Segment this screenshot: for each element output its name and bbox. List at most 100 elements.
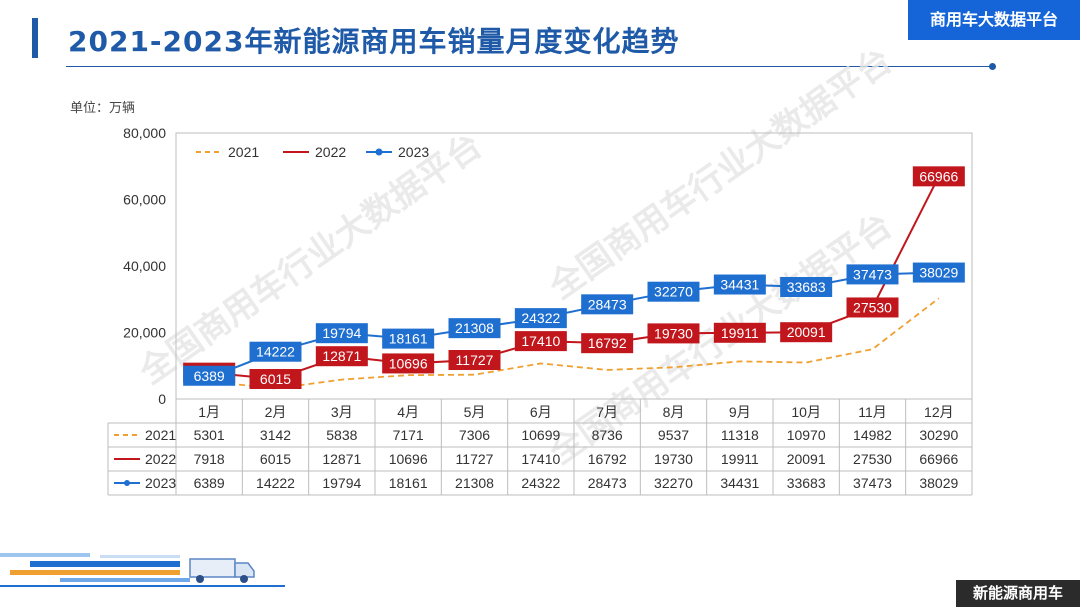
data-label-box-2022 [249,369,302,390]
table-cell-2023: 37473 [853,475,892,491]
data-label-box-2023 [315,323,368,344]
y-tick-label: 40,000 [123,258,166,274]
table-cell-2021: 5838 [326,427,357,443]
watermark-text: 全国商用车行业大数据平台 [131,126,488,393]
table-cell-2023: 34431 [720,475,759,491]
table-cell-2022: 19911 [721,451,759,467]
y-tick-label: 60,000 [123,192,166,208]
data-label-2022: 6015 [260,371,291,387]
x-tick-label: 2月 [265,404,287,420]
data-label-box-2023 [514,308,567,329]
data-label-2023: 34431 [720,277,759,293]
title-underline-dot [989,63,996,70]
data-label-2022: 10696 [389,355,428,371]
data-label-2023: 33683 [787,279,826,295]
table-cell-2023: 6389 [194,475,225,491]
data-label-box-2022 [581,333,634,354]
table-cell-2021: 11318 [721,427,759,443]
data-label-2022: 27530 [853,299,892,315]
data-label-2023: 14222 [256,344,295,360]
table-legend-marker-2023 [124,480,130,486]
data-label-box-2023 [780,277,833,298]
table-cell-2021: 9537 [658,427,689,443]
legend-label-2023: 2023 [398,144,429,160]
data-label-2022: 11727 [456,352,494,368]
data-label-box-2022 [912,166,965,187]
y-tick-label: 0 [158,391,166,407]
data-label-2022: 17410 [521,333,560,349]
table-cell-2022: 27530 [853,451,892,467]
data-label-box-2022 [647,323,700,344]
data-label-box-2023 [912,262,965,283]
data-label-2022: 16792 [588,335,627,351]
data-label-box-2023 [713,274,766,295]
table-cell-2021: 7171 [393,427,424,443]
data-label-2023: 19794 [322,325,361,341]
chart-series: 7918601512871106961172717410167921973019… [183,166,965,390]
data-label-box-2023 [448,318,501,339]
x-tick-label: 7月 [596,404,618,420]
page-title: 2021-2023年新能源商用车销量月度变化趋势 [68,25,680,58]
data-label-2022: 66966 [919,168,958,184]
table-cell-2021: 10699 [521,427,560,443]
data-label-2023: 37473 [853,266,892,282]
x-tick-label: 11月 [858,404,887,420]
table-cell-2023: 38029 [919,475,958,491]
y-tick-label: 80,000 [123,125,166,141]
table-series-name: 2023 [145,475,176,491]
data-label-2022: 20091 [787,324,826,340]
unit-label: 单位：万辆 [70,101,136,116]
data-label-box-2022 [846,297,899,318]
table-cell-2022: 10696 [389,451,428,467]
data-label-box-2023 [382,328,435,349]
table-cell-2022: 12871 [322,451,361,467]
x-tick-label: 3月 [331,404,353,420]
table-cell-2022: 7918 [194,451,225,467]
data-label-2023: 28473 [588,296,627,312]
table-series-name: 2021 [145,427,176,443]
table-cell-2023: 24322 [521,475,560,491]
table-cell-2021: 3142 [260,427,291,443]
footer-tag: 新能源商用车 [956,580,1080,607]
data-label-box-2023 [183,365,236,386]
data-label-2023: 32270 [654,284,693,300]
legend-marker-2023 [375,148,383,156]
table-cell-2023: 32270 [654,475,693,491]
table-cell-2023: 18161 [389,475,428,491]
table-cell-2023: 28473 [588,475,627,491]
table-cell-2023: 21308 [455,475,494,491]
data-label-2022: 19911 [721,325,759,341]
table-cell-2022: 17410 [521,451,560,467]
table-cell-2022: 11727 [456,451,494,467]
data-label-box-2023 [647,281,700,302]
data-label-box-2022 [780,322,833,343]
y-tick-label: 20,000 [123,325,166,341]
series-line-2021 [209,297,940,390]
x-tick-label: 10月 [791,404,821,420]
table-cell-2022: 20091 [787,451,826,467]
x-tick-label: 1月 [198,404,220,420]
legend-label-2021: 2021 [228,144,259,160]
table-cell-2023: 33683 [787,475,826,491]
data-label-2022: 12871 [322,348,361,364]
table-cell-2023: 14222 [256,475,295,491]
data-label-2023: 18161 [389,331,428,347]
x-tick-label: 6月 [530,404,552,420]
data-label-box-2023 [249,341,302,362]
data-label-2023: 21308 [455,320,494,336]
data-label-box-2023 [581,294,634,315]
x-tick-label: 8月 [663,404,685,420]
data-label-2023: 38029 [919,265,958,281]
data-label-2023: 6389 [194,368,225,384]
data-label-box-2022 [448,350,501,371]
x-tick-label: 9月 [729,404,751,420]
x-tick-label: 4月 [397,404,419,420]
table-cell-2021: 30290 [919,427,958,443]
data-label-box-2022 [514,331,567,352]
x-tick-label: 12月 [924,404,954,420]
data-label-2023: 24322 [521,310,560,326]
table-series-name: 2022 [145,451,176,467]
table-cell-2022: 16792 [588,451,627,467]
